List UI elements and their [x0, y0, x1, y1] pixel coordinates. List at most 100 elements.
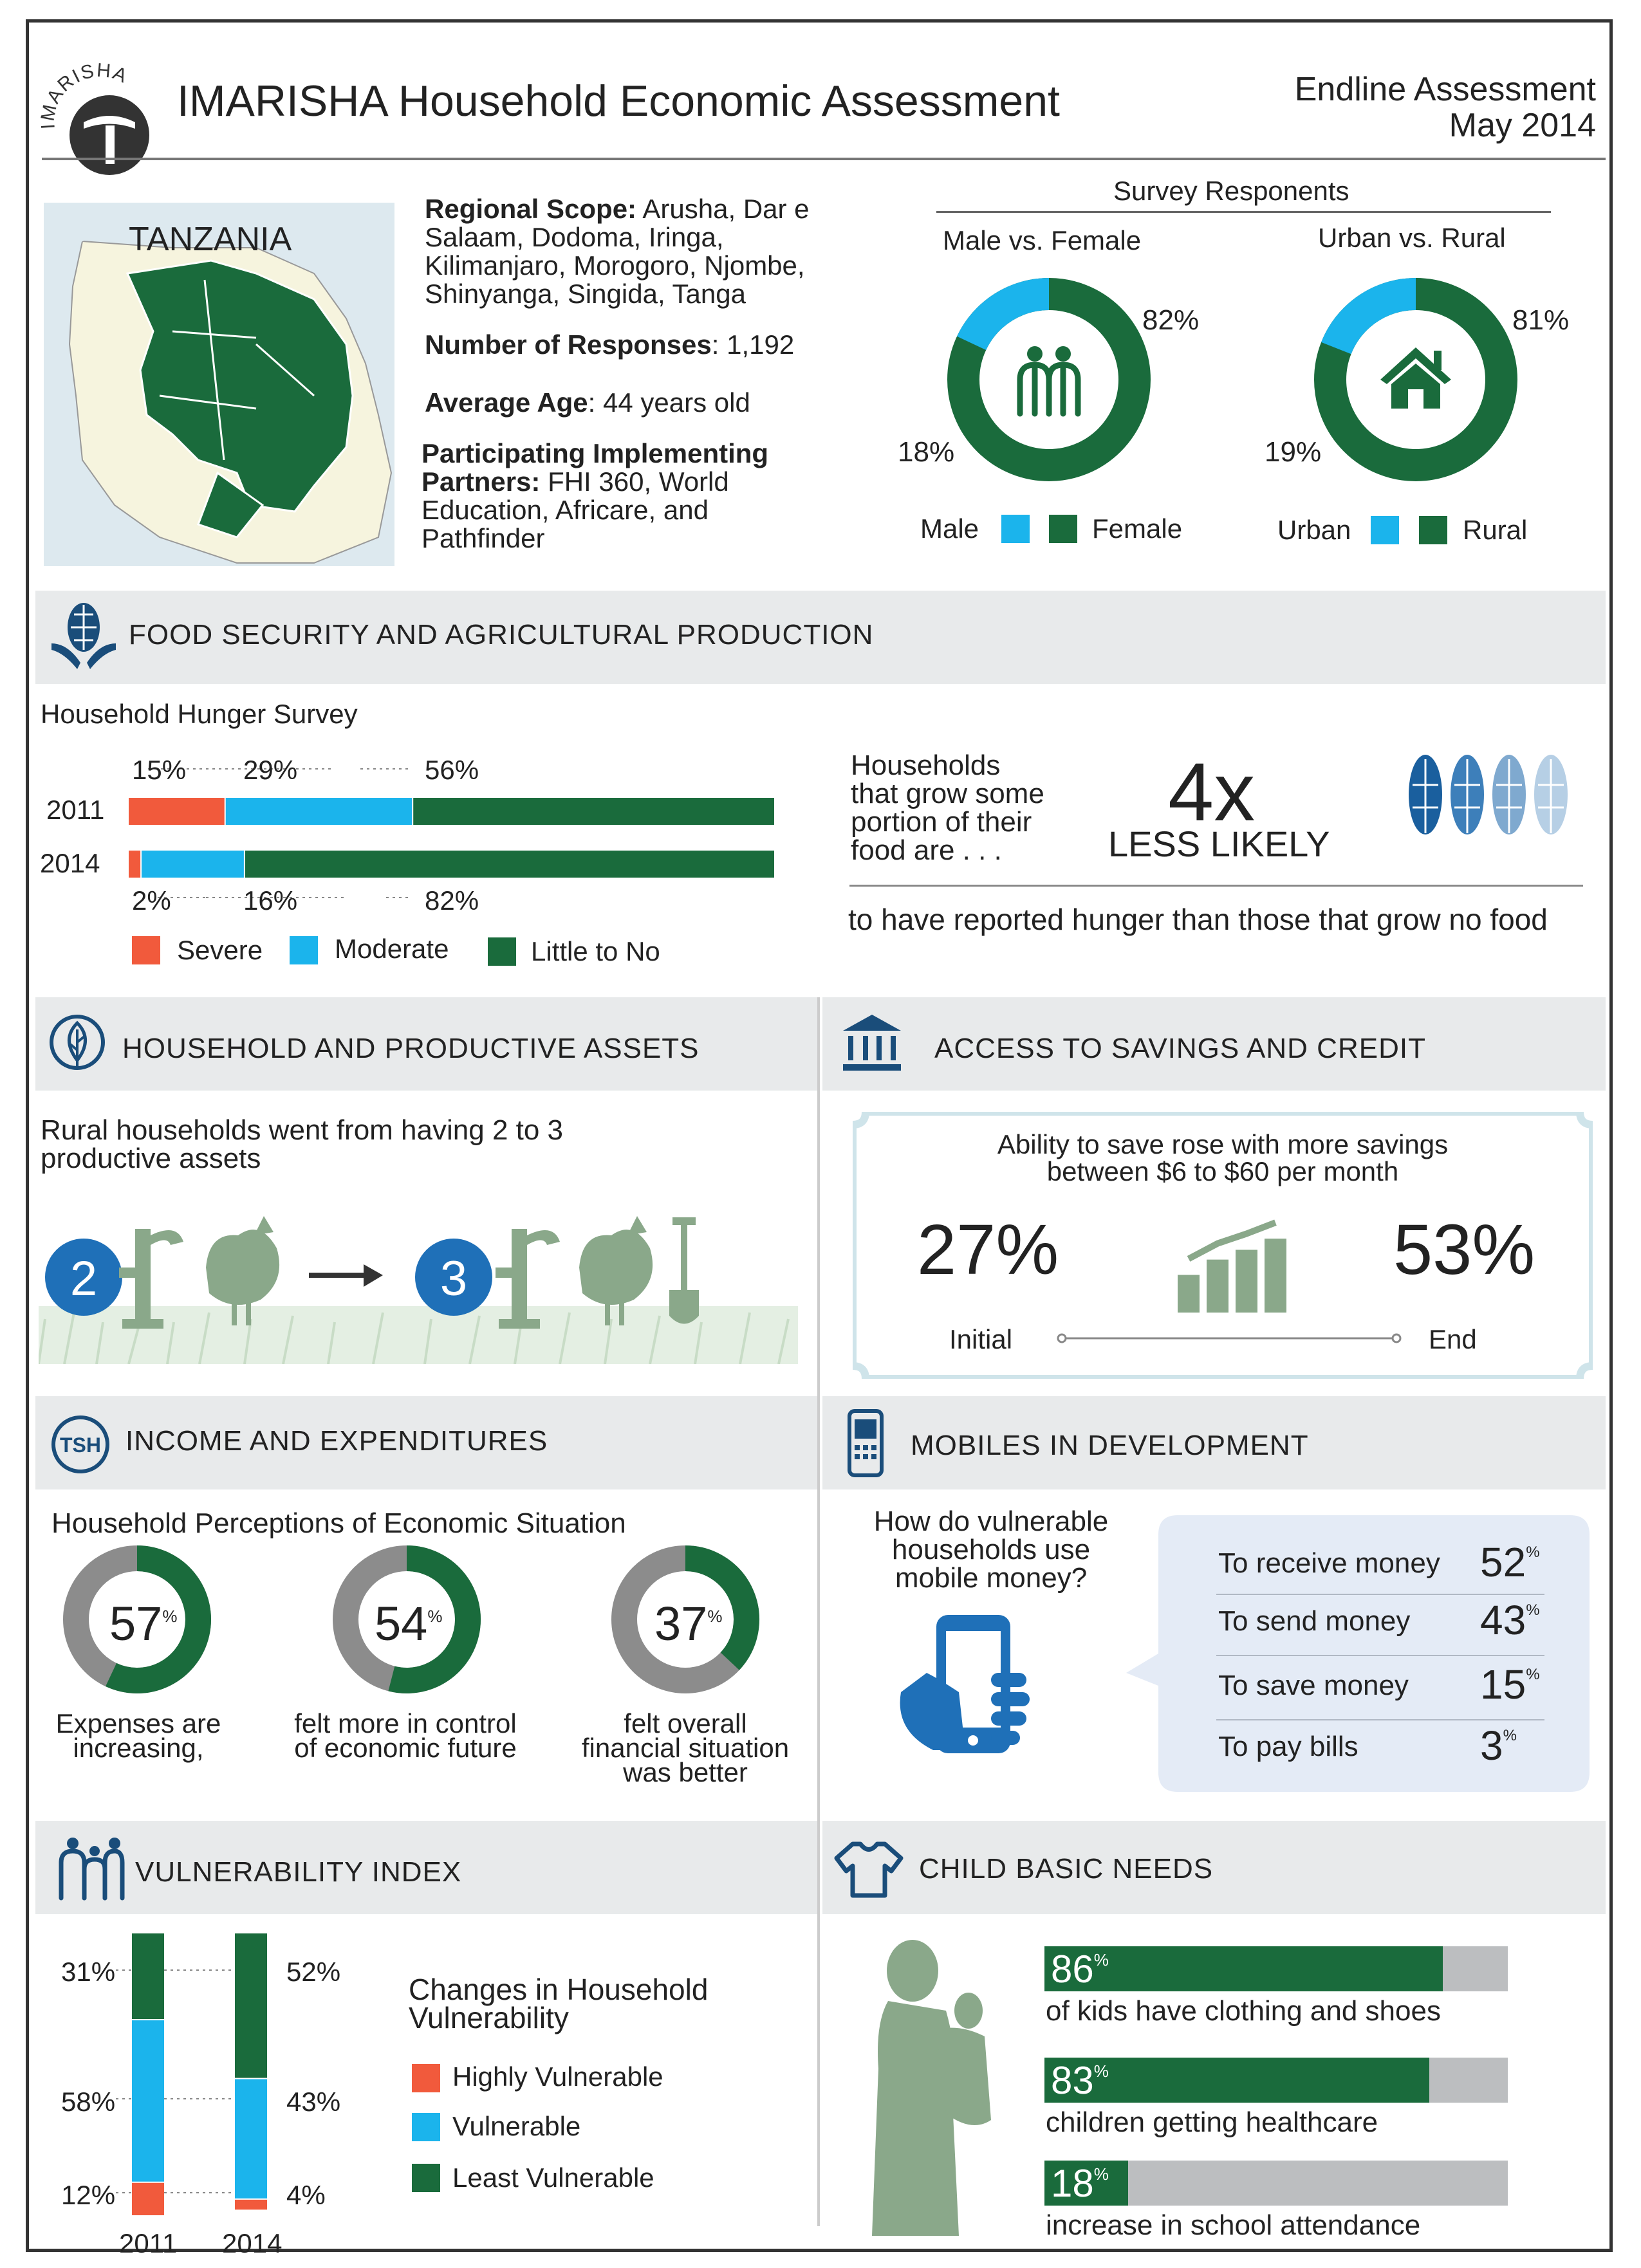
legend-rural-label: Rural [1463, 515, 1528, 545]
grow-food-lead: Households that grow some portion of their… [851, 750, 1044, 866]
child-bar-fill-1 [1044, 2058, 1429, 2103]
vuln-legend-vulnerable: Vulnerable [452, 2111, 581, 2141]
water-pump-icon [119, 1229, 183, 1329]
legend-female-swatch [1049, 515, 1077, 543]
mobile-section-title: MOBILES IN DEVELOPMENT [911, 1430, 1309, 1461]
vuln-bar-2014-vulnerable [235, 2079, 267, 2199]
mobile-use-value-0: 52% [1480, 1539, 1540, 1585]
hunger-bar-2011-moderate [225, 798, 413, 825]
vuln-label-2011-0: 31% [61, 1957, 116, 1987]
hunger-bar-2011-severe [129, 798, 225, 825]
child-bar-track-2: 18% [1044, 2161, 1508, 2206]
child-bar-label-2: increase in school attendance [1046, 2209, 1421, 2241]
legend-female-label: Female [1092, 513, 1183, 544]
hunger-legend-moderate-swatch [290, 936, 318, 964]
family-icon [59, 1838, 125, 1901]
mobile-use-label-3: To pay bills [1218, 1731, 1358, 1762]
savings-frame [853, 1112, 1593, 1379]
corn-row-icon [1409, 755, 1568, 834]
vulnerability-section-title: VULNERABILITY INDEX [135, 1856, 462, 1888]
income-donut-1-caption: Expenses are increasing, [55, 1708, 221, 1763]
assessment-label: Endline Assessment [1294, 71, 1596, 108]
chicken-icon-2 [579, 1216, 653, 1325]
hunger-bar-2014-severe [129, 851, 141, 878]
grow-food-less-likely: LESS LIKELY [1108, 824, 1330, 864]
hunger-label-2011-0: 15% [132, 755, 187, 785]
currency-badge-text: TSH [60, 1434, 101, 1457]
child-bar-label-0: of kids have clothing and shoes [1046, 1995, 1441, 2027]
vuln-bar-2011-least-vulnerable [132, 1933, 164, 2020]
savings-growth-bar-0 [1178, 1275, 1200, 1313]
vuln-label-2014-0: 52% [286, 1957, 341, 1987]
savings-growth-bar-1 [1207, 1259, 1228, 1313]
vulnerability-subtitle: Changes in Household Vulnerability [409, 1973, 709, 2034]
savings-timeline [1057, 1333, 1402, 1343]
average-age: Average Age: 44 years old [425, 387, 750, 418]
savings-section-title: ACCESS TO SAVINGS AND CREDIT [934, 1033, 1426, 1064]
child-bar-value-0: 86% [1051, 1948, 1109, 1991]
asset-count-to: 3 [440, 1251, 468, 1306]
assets-section-band [35, 997, 817, 1091]
hunger-legend-severe-swatch [132, 936, 160, 964]
female-pct: 82% [1142, 304, 1200, 336]
savings-growth-bar-3 [1265, 1239, 1286, 1313]
map-label: TANZANIA [129, 221, 292, 258]
savings-trend-line [1187, 1219, 1277, 1262]
asset-count-to-circle [415, 1239, 492, 1316]
mobile-use-value-1: 43% [1480, 1597, 1540, 1643]
savings-text: Ability to save rose with more savings be… [997, 1129, 1449, 1186]
income-donut-2-value: 54% [375, 1597, 443, 1650]
number-of-responses: Number of Responses: 1,192 [425, 329, 795, 360]
food-section-title: FOOD SECURITY AND AGRICULTURAL PRODUCTIO… [129, 619, 874, 650]
vuln-label-2014-2: 4% [286, 2180, 326, 2210]
shovel-icon [669, 1217, 699, 1324]
mobile-use-label-0: To receive money [1218, 1547, 1440, 1579]
legend-male-swatch [1001, 515, 1030, 543]
income-section-band [35, 1396, 817, 1489]
hunger-year-2011: 2011 [46, 795, 105, 825]
income-donut-2-caption: felt more in control of economic future [294, 1708, 517, 1763]
savings-section-band [822, 997, 1606, 1091]
regional-scope: Regional Scope: Arusha, Dar e Salaam, Do… [425, 194, 810, 309]
gender-donut [947, 278, 1151, 481]
savings-growth-chart [1178, 1219, 1286, 1313]
savings-growth-bar-2 [1236, 1249, 1257, 1313]
hunger-label-2011-1: 29% [243, 755, 298, 785]
grow-food-multiplier: 4x [1168, 746, 1256, 838]
gender-title: Male vs. Female [943, 225, 1142, 255]
vuln-legend-high: Highly Vulnerable [452, 2061, 663, 2092]
assets-illustration [39, 1216, 798, 1364]
vuln-legend-least: Least Vulnerable [452, 2162, 654, 2193]
hunger-legend-little: Little to No [531, 936, 660, 966]
arrow-right-icon [309, 1264, 383, 1287]
hunger-legend-severe: Severe [177, 935, 263, 965]
asset-count-from: 2 [70, 1251, 98, 1306]
shirt-icon [834, 1841, 904, 1898]
mother-child-silhouette [872, 1940, 991, 2236]
savings-initial-value: 27% [917, 1210, 1059, 1289]
savings-end-value: 53% [1393, 1210, 1535, 1289]
chicken-icon [206, 1216, 280, 1325]
child-bar-fill-2 [1044, 2161, 1128, 2206]
hunger-label-2014-0: 2% [132, 885, 171, 916]
hunger-bar-2014-little-to-no [245, 851, 774, 878]
income-donut-2-slice [388, 1545, 481, 1693]
corn-icon [51, 603, 116, 669]
vuln-bar-2011-highly-vulnerable [132, 2182, 164, 2215]
mobile-use-value-3: 3% [1480, 1722, 1517, 1769]
location-donut-urban-slice [1321, 278, 1416, 355]
child-section-band [822, 1821, 1606, 1914]
food-section-band [35, 591, 1606, 684]
rural-pct: 81% [1512, 304, 1570, 336]
assets-text: Rural households went from having 2 to 3… [41, 1114, 564, 1174]
child-bar-track-0: 86% [1044, 1946, 1508, 1991]
vulnerability-year-2011: 2011 [119, 2228, 178, 2258]
vuln-label-2011-2: 12% [61, 2180, 116, 2210]
income-donut-1-value: 57% [109, 1597, 178, 1650]
currency-badge-icon: TSH [51, 1415, 109, 1473]
leaf-icon [50, 1015, 105, 1070]
assets-section-title: HOUSEHOLD AND PRODUCTIVE ASSETS [122, 1033, 700, 1064]
income-section-title: INCOME AND EXPENDITURES [125, 1425, 548, 1457]
mobile-use-label-1: To send money [1218, 1605, 1411, 1637]
child-bar-value-1: 83% [1051, 2059, 1109, 2102]
